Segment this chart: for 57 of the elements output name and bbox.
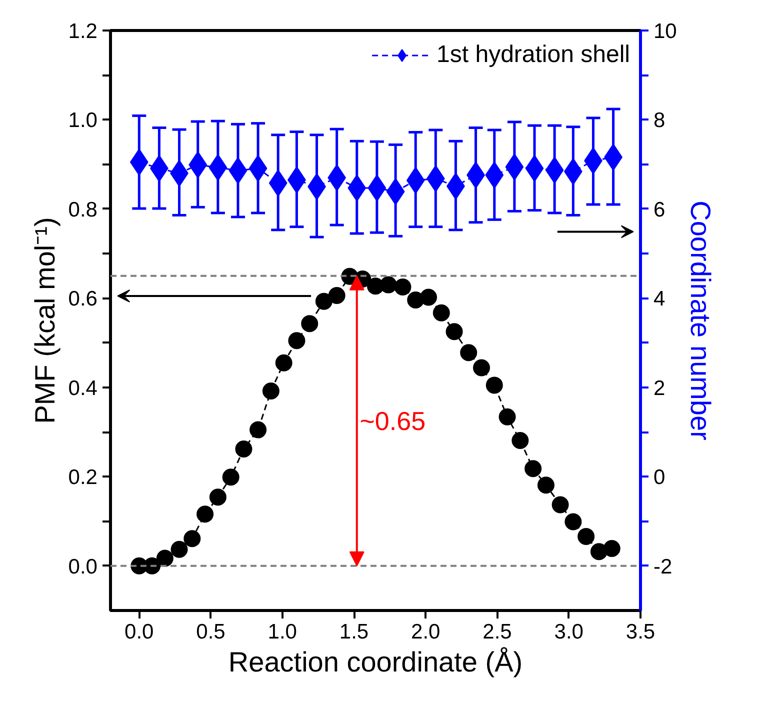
y-axis-title: PMF (kcal mol⁻¹) — [29, 217, 60, 424]
point — [170, 540, 188, 558]
point — [512, 432, 529, 449]
x-tick-label: 0.0 — [124, 620, 154, 644]
point — [209, 488, 226, 506]
y2-tick-label: 6 — [654, 198, 666, 222]
point — [196, 506, 214, 523]
point — [262, 382, 280, 400]
point — [380, 276, 397, 294]
point — [446, 323, 463, 340]
y-tick-label: 0.0 — [68, 555, 98, 578]
point — [578, 528, 595, 545]
y-tick-label: 0.6 — [68, 288, 98, 311]
x-tick-label: 2.0 — [411, 620, 440, 644]
y2-tick-label: -2 — [654, 555, 672, 578]
point — [235, 440, 252, 458]
y-tick-label: 0.2 — [68, 466, 98, 490]
point — [315, 292, 332, 310]
x-tick-label: 1.5 — [339, 620, 369, 644]
point — [184, 530, 201, 548]
x-tick-label: 2.5 — [482, 620, 512, 644]
point — [394, 278, 412, 296]
point — [328, 287, 346, 304]
point — [537, 476, 554, 494]
point — [473, 359, 490, 376]
point — [486, 376, 503, 394]
y2-tick-label: 0 — [654, 466, 666, 490]
x-tick-label: 3.5 — [626, 620, 656, 644]
point — [288, 332, 306, 350]
y2-tick-label: 2 — [654, 376, 666, 400]
x-axis-title: Reaction coordinate (Å) — [228, 646, 523, 678]
y-tick-label: 1.2 — [68, 20, 98, 43]
point — [301, 315, 318, 332]
y-tick-label: 0.8 — [68, 198, 98, 222]
legend-label: 1st hydration shell — [436, 41, 630, 69]
point — [564, 513, 582, 530]
point — [250, 421, 267, 438]
point — [275, 354, 292, 372]
annotation: ~0.65 — [360, 406, 426, 436]
point — [603, 540, 620, 557]
y2-tick-label: 10 — [654, 20, 677, 43]
point — [460, 344, 478, 362]
point — [432, 304, 450, 322]
x-tick-label: 1.0 — [268, 620, 297, 644]
point — [222, 468, 240, 486]
point — [524, 460, 542, 478]
point — [156, 550, 174, 567]
point — [498, 408, 516, 426]
x-tick-label: 3.0 — [554, 620, 584, 644]
y2-tick-label: 8 — [654, 109, 666, 132]
y-tick-label: 1.0 — [68, 109, 98, 132]
y2-axis-title: Coordinate number — [684, 200, 716, 440]
point — [420, 288, 437, 306]
y-tick-label: 0.4 — [68, 376, 98, 400]
y2-tick-label: 4 — [654, 288, 666, 311]
point — [552, 496, 569, 514]
x-tick-label: 0.5 — [196, 620, 226, 644]
